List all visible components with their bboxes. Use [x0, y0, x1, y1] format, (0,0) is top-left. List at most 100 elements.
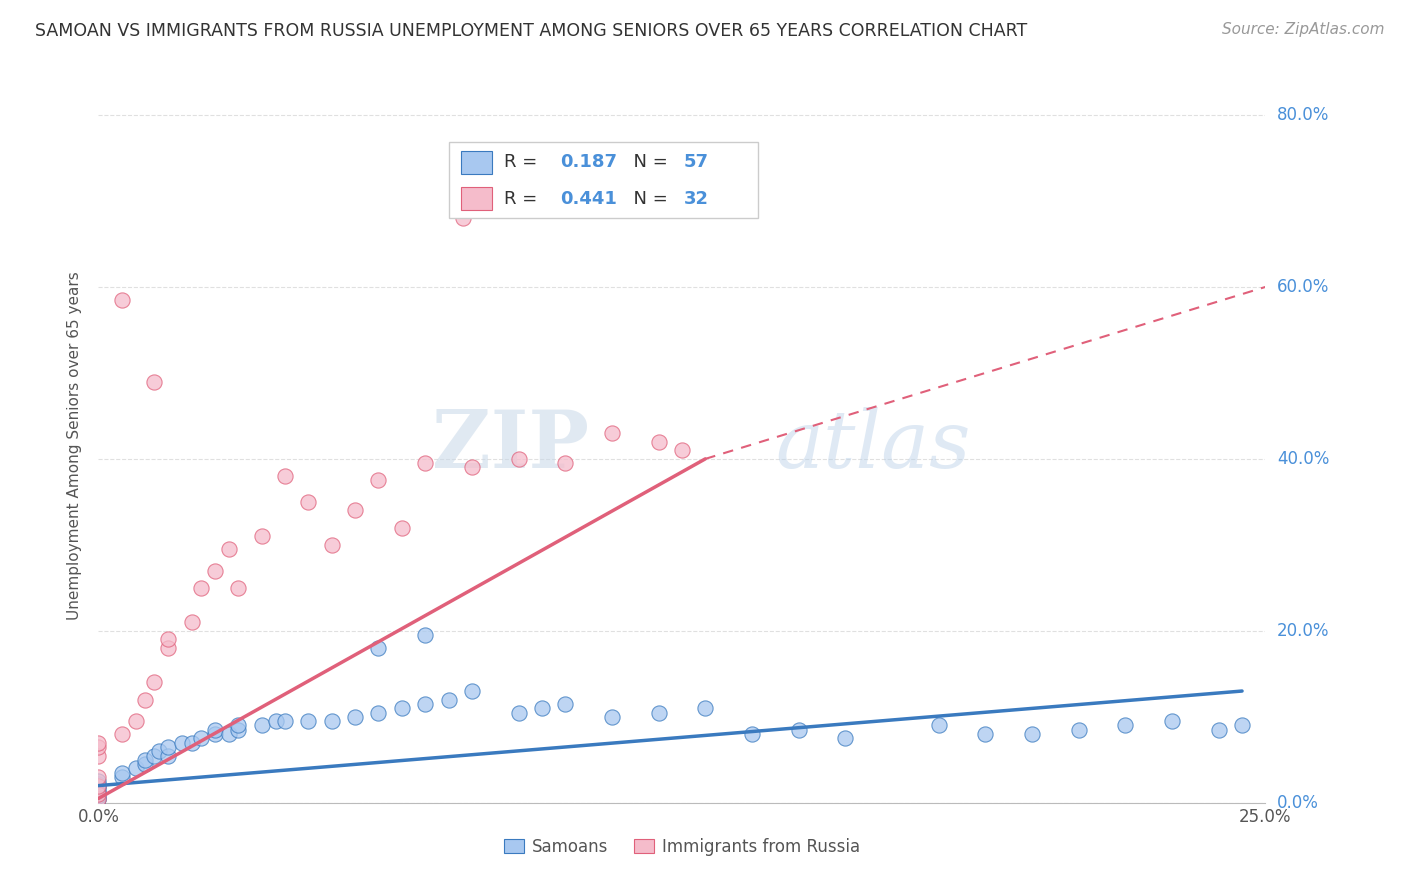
- Point: [344, 710, 367, 724]
- Text: 0.441: 0.441: [560, 190, 617, 208]
- Point: [157, 641, 180, 656]
- Point: [344, 503, 367, 517]
- Point: [87, 748, 110, 763]
- Y-axis label: Unemployment Among Seniors over 65 years: Unemployment Among Seniors over 65 years: [67, 272, 83, 620]
- Text: 60.0%: 60.0%: [1277, 278, 1330, 296]
- Point: [530, 701, 553, 715]
- Text: ZIP: ZIP: [432, 407, 589, 485]
- Point: [87, 791, 110, 805]
- Text: 40.0%: 40.0%: [1277, 450, 1330, 468]
- Point: [87, 736, 110, 750]
- Text: 0.187: 0.187: [560, 153, 617, 171]
- Text: 80.0%: 80.0%: [1277, 106, 1330, 124]
- Point: [1114, 718, 1136, 732]
- Point: [143, 748, 166, 763]
- Point: [451, 211, 474, 226]
- Text: Source: ZipAtlas.com: Source: ZipAtlas.com: [1222, 22, 1385, 37]
- FancyBboxPatch shape: [449, 142, 758, 218]
- Point: [157, 739, 180, 754]
- Point: [172, 736, 194, 750]
- Point: [274, 714, 297, 728]
- Point: [190, 581, 212, 595]
- Point: [157, 748, 180, 763]
- Point: [321, 538, 343, 552]
- Point: [600, 710, 623, 724]
- Text: N =: N =: [621, 190, 673, 208]
- Point: [228, 581, 250, 595]
- Point: [787, 723, 810, 737]
- Point: [413, 456, 436, 470]
- Point: [508, 451, 530, 466]
- Text: SAMOAN VS IMMIGRANTS FROM RUSSIA UNEMPLOYMENT AMONG SENIORS OVER 65 YEARS CORREL: SAMOAN VS IMMIGRANTS FROM RUSSIA UNEMPLO…: [35, 22, 1028, 40]
- Point: [87, 774, 110, 789]
- Point: [134, 753, 156, 767]
- Point: [87, 787, 110, 801]
- Point: [413, 628, 436, 642]
- Point: [87, 791, 110, 805]
- Point: [1067, 723, 1090, 737]
- Point: [554, 697, 576, 711]
- Point: [264, 714, 287, 728]
- Point: [1161, 714, 1184, 728]
- Point: [297, 495, 319, 509]
- Point: [204, 564, 226, 578]
- Point: [125, 761, 148, 775]
- Point: [218, 727, 240, 741]
- Text: N =: N =: [621, 153, 673, 171]
- Point: [87, 777, 110, 791]
- Point: [834, 731, 856, 746]
- Point: [1230, 718, 1253, 732]
- Point: [321, 714, 343, 728]
- Point: [87, 791, 110, 805]
- Text: 20.0%: 20.0%: [1277, 622, 1330, 640]
- Point: [1021, 727, 1043, 741]
- Point: [695, 701, 717, 715]
- Point: [647, 434, 669, 449]
- Point: [367, 641, 389, 656]
- Text: 32: 32: [683, 190, 709, 208]
- Bar: [461, 151, 492, 174]
- Point: [391, 521, 413, 535]
- Point: [87, 779, 110, 793]
- Text: 0.0%: 0.0%: [1277, 794, 1319, 812]
- Point: [1208, 723, 1230, 737]
- Point: [143, 675, 166, 690]
- Point: [87, 780, 110, 795]
- Point: [180, 615, 202, 630]
- Point: [367, 706, 389, 720]
- Point: [87, 783, 110, 797]
- Point: [87, 779, 110, 793]
- Point: [180, 736, 202, 750]
- Point: [134, 692, 156, 706]
- Point: [157, 632, 180, 647]
- Point: [671, 443, 693, 458]
- Text: atlas: atlas: [775, 408, 970, 484]
- Point: [554, 456, 576, 470]
- Point: [297, 714, 319, 728]
- Point: [218, 542, 240, 557]
- Point: [143, 375, 166, 389]
- Point: [437, 692, 460, 706]
- Point: [204, 723, 226, 737]
- Point: [190, 731, 212, 746]
- Point: [204, 727, 226, 741]
- Point: [87, 789, 110, 803]
- Point: [413, 697, 436, 711]
- Point: [111, 727, 134, 741]
- Point: [87, 739, 110, 754]
- Text: R =: R =: [505, 190, 543, 208]
- Point: [111, 770, 134, 784]
- Point: [974, 727, 997, 741]
- Point: [228, 723, 250, 737]
- Point: [148, 744, 170, 758]
- Point: [87, 787, 110, 801]
- Point: [461, 684, 484, 698]
- Point: [250, 529, 273, 543]
- Point: [274, 469, 297, 483]
- Point: [600, 426, 623, 441]
- Point: [87, 785, 110, 799]
- Point: [391, 701, 413, 715]
- Point: [250, 718, 273, 732]
- Text: R =: R =: [505, 153, 543, 171]
- Point: [508, 706, 530, 720]
